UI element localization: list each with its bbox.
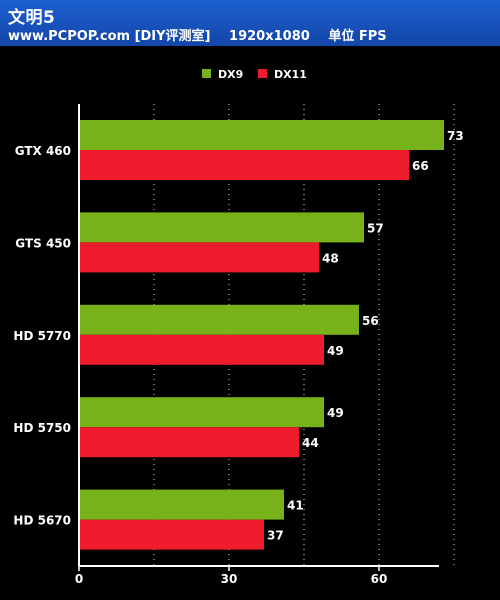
value-label: 48: [322, 251, 339, 265]
value-label: 44: [302, 436, 319, 450]
legend-swatch-dx9: [202, 69, 211, 78]
value-label: 66: [412, 159, 429, 173]
bar-dx9: [79, 120, 444, 150]
value-label: 57: [367, 221, 384, 235]
chart-header: 文明5 www.PCPOP.com [DIY评测室] 1920x1080 单位 …: [0, 0, 500, 46]
subtitle-line: www.PCPOP.com [DIY评测室] 1920x1080 单位 FPS: [8, 25, 387, 44]
category-label: HD 5750: [13, 421, 71, 435]
legend-label: DX9: [218, 68, 243, 81]
category-label: HD 5770: [13, 329, 71, 343]
bar-dx11: [79, 427, 299, 458]
legend-label: DX11: [274, 68, 307, 81]
legend-swatch-dx11: [258, 69, 267, 78]
bar-dx11: [79, 519, 264, 550]
x-tick-label: 0: [75, 572, 83, 586]
value-label: 56: [362, 314, 379, 328]
resolution-label: 1920x1080: [229, 29, 310, 44]
value-label: 49: [327, 344, 344, 358]
category-label: GTX 460: [15, 144, 71, 158]
category-label: GTS 450: [15, 236, 71, 250]
value-label: 41: [287, 499, 304, 513]
bar-dx11: [79, 334, 324, 365]
bar-dx11: [79, 150, 409, 180]
unit-label: 单位 FPS: [328, 29, 387, 44]
value-label: 73: [447, 129, 464, 143]
bar-dx9: [79, 212, 364, 243]
site-label: www.PCPOP.com [DIY评测室]: [8, 29, 211, 44]
bar-dx11: [79, 242, 319, 273]
value-label: 37: [267, 529, 284, 543]
x-tick-label: 30: [221, 572, 238, 586]
game-title: 文明5: [8, 8, 56, 28]
value-label: 49: [327, 406, 344, 420]
bar-dx9: [79, 489, 284, 520]
x-tick-label: 60: [371, 572, 388, 586]
bar-dx9: [79, 397, 324, 428]
bar-dx9: [79, 304, 359, 335]
category-label: HD 5670: [13, 514, 71, 528]
